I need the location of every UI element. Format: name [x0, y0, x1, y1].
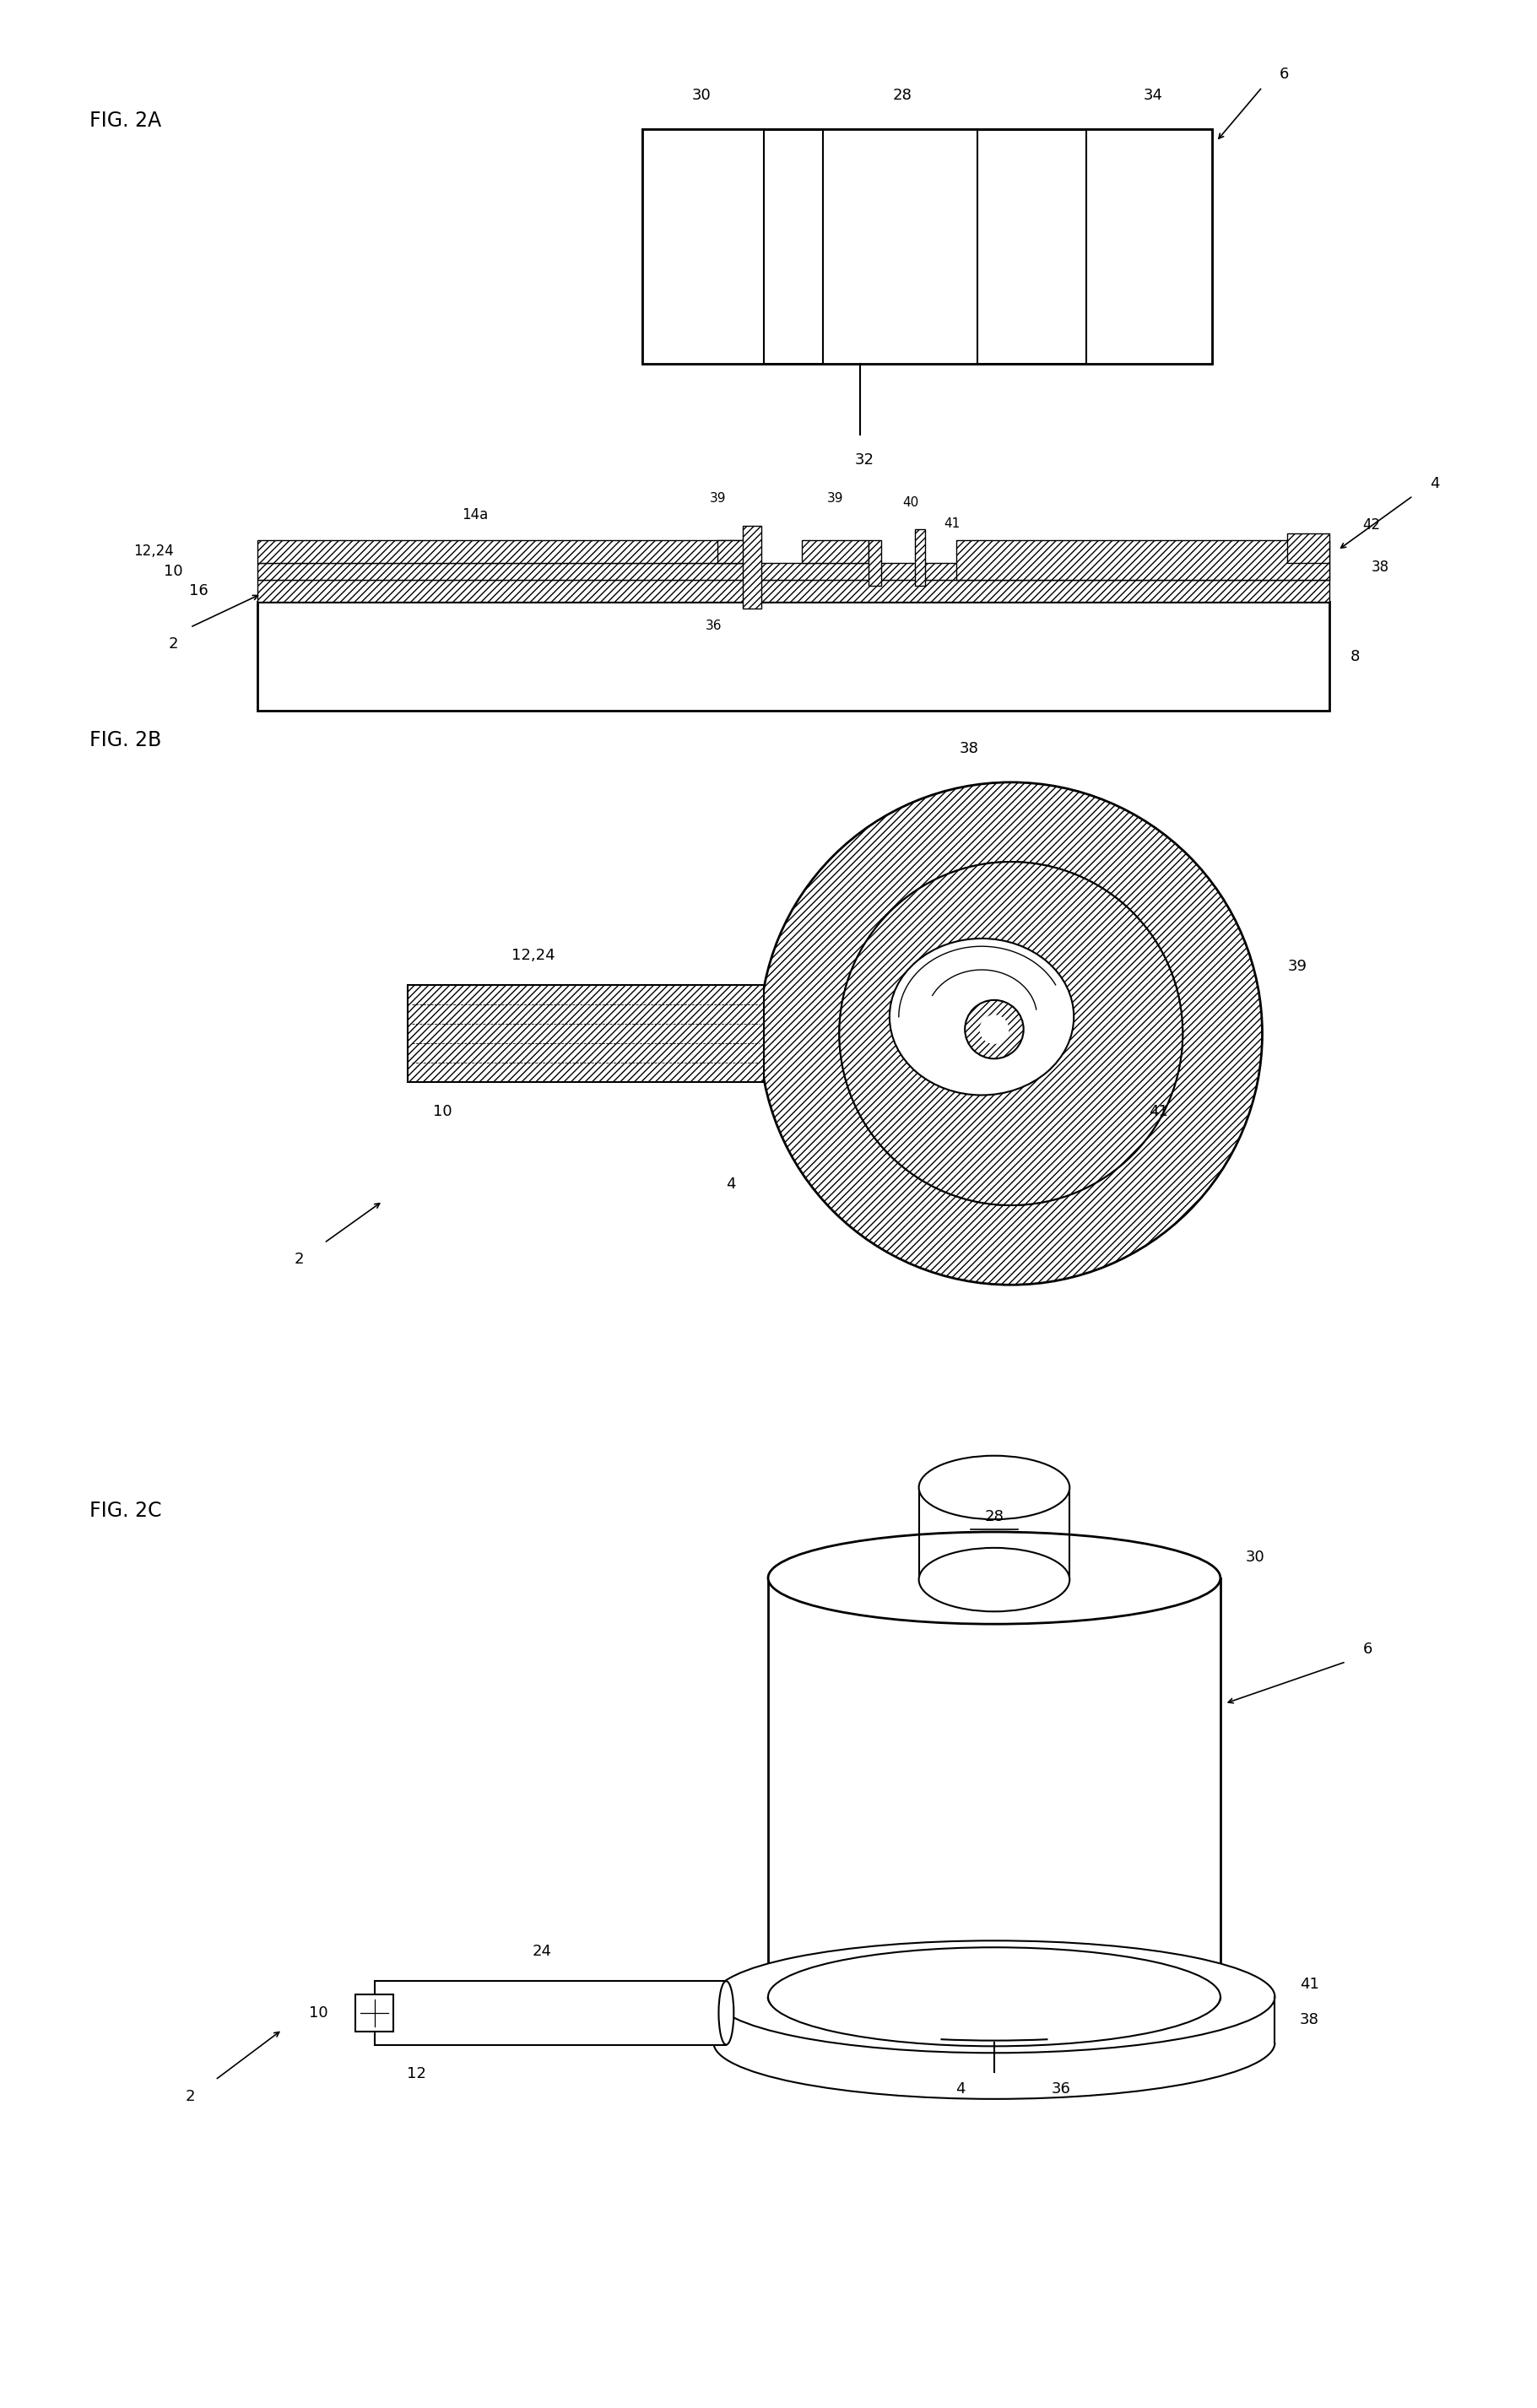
Bar	[822, 130, 978, 364]
Ellipse shape	[839, 862, 1182, 1206]
Bar	[1087, 130, 1213, 364]
Text: 36: 36	[705, 619, 722, 631]
Text: 28: 28	[893, 87, 911, 104]
Text: 16: 16	[189, 583, 207, 600]
Bar	[642, 130, 764, 364]
Text: FIG. 2C: FIG. 2C	[89, 1500, 161, 1522]
Bar	[642, 130, 1213, 364]
Text: 36: 36	[1051, 2081, 1071, 2097]
Text: 41: 41	[1150, 1105, 1168, 1120]
Ellipse shape	[919, 1548, 1070, 1611]
Bar	[375, 1982, 725, 2044]
Text: 2: 2	[294, 1252, 304, 1267]
Bar	[257, 602, 1330, 710]
Text: 24: 24	[532, 1943, 552, 1960]
Text: 10: 10	[433, 1103, 452, 1120]
Bar	[257, 580, 1330, 602]
Text: 39: 39	[1288, 958, 1306, 975]
Ellipse shape	[979, 1014, 1008, 1045]
Text: 38: 38	[1371, 559, 1389, 576]
Ellipse shape	[839, 862, 1182, 1206]
Text: 12: 12	[407, 2066, 426, 2081]
Text: 39: 39	[827, 491, 844, 506]
Text: 4: 4	[1429, 477, 1440, 491]
Text: 40: 40	[902, 496, 919, 508]
Text: 34: 34	[1144, 87, 1164, 104]
Text: 42: 42	[1362, 518, 1380, 532]
Ellipse shape	[919, 1457, 1070, 1519]
Text: 38: 38	[1300, 2013, 1319, 2028]
Text: 41: 41	[1300, 1977, 1319, 1991]
Text: FIG. 2B: FIG. 2B	[89, 730, 161, 751]
Text: 12,24: 12,24	[134, 544, 174, 559]
Ellipse shape	[890, 939, 1074, 1096]
Text: 12,24: 12,24	[512, 949, 555, 963]
Text: 30: 30	[692, 87, 710, 104]
Bar	[956, 539, 1330, 580]
Text: 30: 30	[1245, 1548, 1265, 1565]
Bar	[1288, 535, 1330, 563]
Text: 8: 8	[1349, 650, 1360, 665]
Bar	[642, 130, 1213, 364]
Bar	[868, 539, 881, 585]
Ellipse shape	[965, 999, 1024, 1060]
Ellipse shape	[759, 783, 1262, 1286]
Text: 10: 10	[164, 563, 183, 578]
Text: 14a: 14a	[461, 508, 489, 523]
Bar	[915, 530, 925, 585]
Text: 39: 39	[710, 491, 725, 506]
Text: 2: 2	[186, 2090, 195, 2105]
Text: 32: 32	[855, 453, 875, 467]
Text: 4: 4	[956, 2081, 965, 2097]
Text: FIG. 2A: FIG. 2A	[89, 111, 161, 130]
Bar	[718, 539, 756, 563]
Text: 28: 28	[985, 1510, 1004, 1524]
Ellipse shape	[719, 1982, 733, 2044]
Text: 10: 10	[309, 2006, 329, 2020]
Text: 4: 4	[725, 1178, 735, 1192]
Text: 6: 6	[1279, 67, 1288, 82]
Bar	[802, 539, 868, 563]
Text: 6: 6	[1363, 1642, 1373, 1657]
Bar	[742, 525, 761, 609]
Ellipse shape	[768, 1531, 1220, 1623]
Bar	[355, 1994, 393, 2032]
Bar	[407, 985, 764, 1081]
Ellipse shape	[713, 1941, 1274, 2054]
Bar	[257, 539, 742, 563]
Text: 2: 2	[169, 636, 178, 653]
Bar	[257, 563, 1330, 580]
Text: 38: 38	[959, 742, 979, 756]
Ellipse shape	[768, 1948, 1220, 2047]
Text: 41: 41	[944, 518, 961, 530]
